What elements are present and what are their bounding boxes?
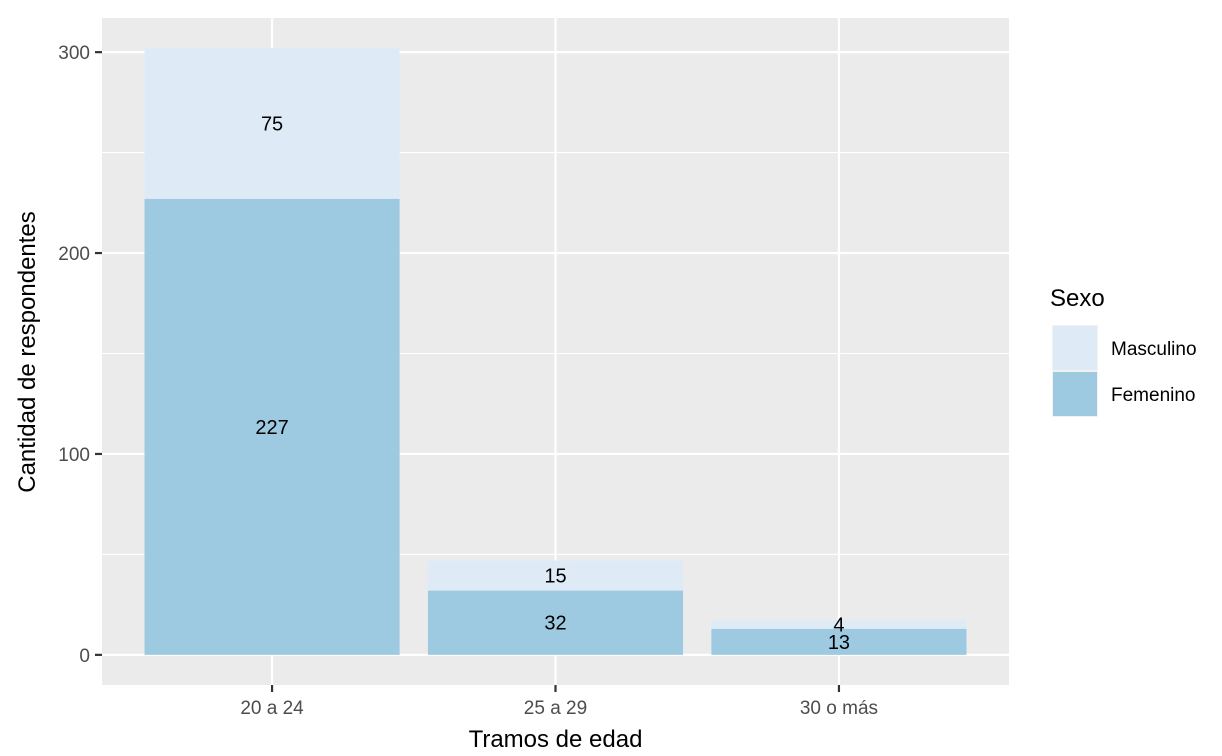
data-label: 75 [261, 113, 283, 135]
legend-label-masculino: Masculino [1111, 339, 1197, 360]
y-tick-label: 300 [58, 43, 90, 64]
bar-masculino-0 [144, 48, 400, 199]
y-tick-label: 200 [58, 244, 90, 265]
x-tick-label: 20 a 24 [240, 698, 304, 719]
bar-femenino-2 [711, 628, 967, 655]
y-tick-label: 100 [58, 445, 90, 466]
bar-masculino-1 [427, 560, 684, 591]
y-tick-label: 0 [79, 646, 90, 667]
data-label: 13 [828, 632, 850, 654]
x-tick-label: 25 a 29 [524, 698, 587, 719]
x-tick-label: 30 o más [800, 698, 878, 719]
legend: Sexo Masculino Femenino [1050, 285, 1197, 417]
legend-label-femenino: Femenino [1111, 385, 1196, 406]
data-label: 227 [255, 417, 288, 439]
bar-femenino-0 [144, 198, 400, 655]
bars-layer [144, 48, 967, 655]
data-label: 15 [544, 566, 566, 588]
legend-key-femenino [1053, 372, 1097, 416]
legend-items: Masculino Femenino [1052, 325, 1197, 417]
bar-femenino-1 [427, 590, 684, 655]
axes-layer: 0 100 200 300 20 a 24 25 a 29 30 o más [58, 43, 878, 719]
data-label: 4 [833, 615, 844, 637]
bar-masculino-2 [711, 620, 967, 629]
legend-key-masculino [1053, 326, 1097, 370]
data-labels-layer: 227 75 32 15 134 [255, 113, 850, 653]
y-axis-title: Cantidad de respondentes [14, 211, 41, 493]
data-label: 32 [544, 613, 566, 635]
legend-title: Sexo [1050, 285, 1105, 312]
x-axis-title: Tramos de edad [469, 726, 643, 751]
